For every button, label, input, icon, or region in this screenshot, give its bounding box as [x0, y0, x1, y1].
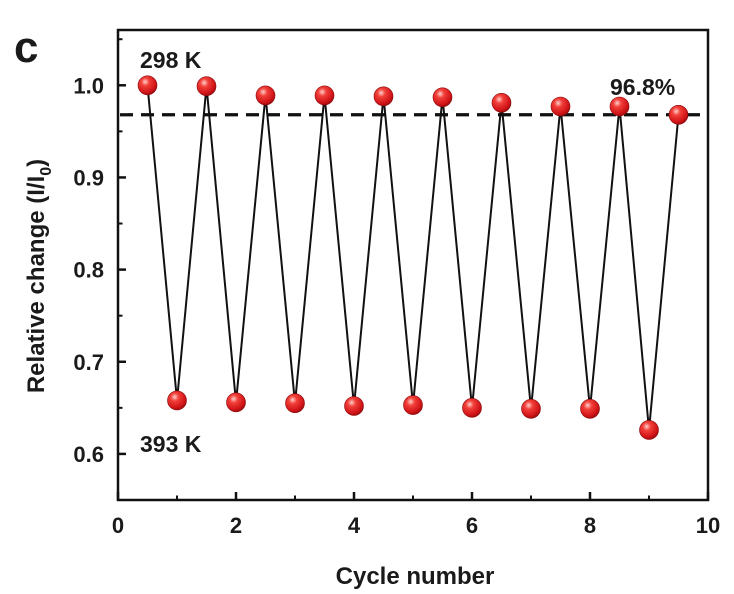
- data-point: [373, 86, 394, 107]
- series-line: [146, 85, 680, 431]
- y-axis-title: Relative change (I/I0): [23, 159, 55, 393]
- data-point: [550, 96, 571, 117]
- y-axis-ticks: 0.6 0.7 0.8 0.9 1.0: [73, 38, 126, 501]
- y-axis-title-main: Relative change (I/I: [23, 176, 50, 393]
- y-tick-label: 0.6: [73, 442, 104, 467]
- x-tick-label: 6: [466, 513, 478, 538]
- y-axis-title-close: ): [23, 159, 50, 167]
- y-axis-title-subscript: 0: [38, 167, 55, 176]
- data-point: [255, 85, 276, 106]
- data-point: [344, 396, 364, 416]
- annotation-393k: 393 K: [140, 431, 202, 457]
- data-point: [285, 393, 305, 414]
- x-tick-label: 4: [348, 513, 361, 538]
- y-tick-label: 0.8: [73, 258, 104, 283]
- y-tick-label: 0.7: [73, 350, 104, 375]
- annotation-298k: 298 K: [140, 47, 202, 73]
- panel-label: c: [14, 23, 38, 72]
- data-point: [196, 76, 217, 97]
- plot-area: [120, 75, 706, 440]
- data-point: [167, 390, 187, 411]
- data-point: [609, 96, 630, 117]
- annotation-retention: 96.8%: [610, 74, 675, 100]
- data-point: [521, 398, 541, 419]
- x-tick-label: 10: [696, 513, 720, 538]
- data-point: [226, 392, 246, 413]
- x-tick-label: 8: [584, 513, 596, 538]
- y-tick-label: 1.0: [73, 73, 104, 98]
- data-point: [314, 85, 335, 106]
- data-point: [462, 398, 482, 418]
- data-point: [403, 395, 423, 415]
- x-tick-label: 0: [112, 513, 124, 538]
- data-point: [137, 75, 158, 96]
- y-tick-label: 0.9: [73, 165, 104, 190]
- x-axis-title: Cycle number: [336, 563, 495, 590]
- data-markers: [137, 75, 689, 440]
- data-point: [639, 420, 659, 440]
- x-axis-ticks: 0 2 4 6 8 10: [112, 492, 720, 538]
- data-point: [491, 93, 512, 113]
- x-tick-label: 2: [230, 513, 242, 538]
- data-point: [432, 87, 453, 108]
- data-point: [580, 398, 600, 419]
- data-point: [668, 104, 689, 125]
